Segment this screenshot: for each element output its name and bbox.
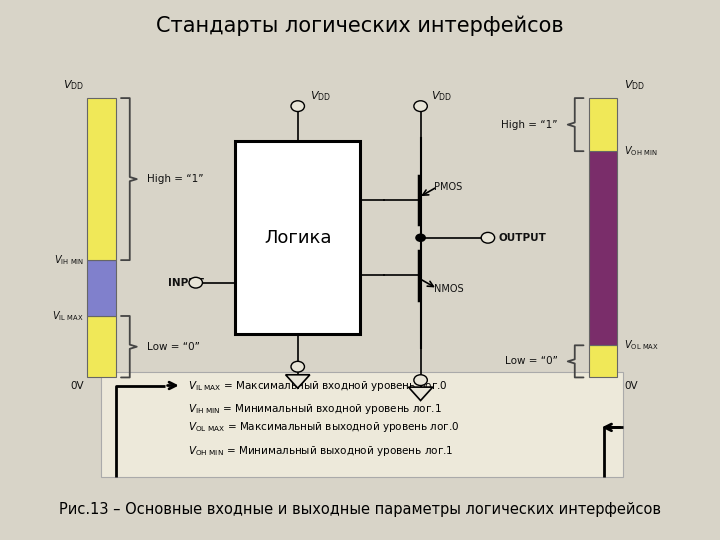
Bar (101, 372, 623, 477)
Text: $V_{\mathrm{OL\ MAX}}$: $V_{\mathrm{OL\ MAX}}$ (624, 339, 659, 352)
Text: High = “1”: High = “1” (147, 174, 203, 184)
Text: Стандарты логических интерфейсов: Стандарты логических интерфейсов (156, 15, 564, 36)
Bar (87, 260, 116, 316)
Circle shape (481, 232, 495, 243)
Text: Low = “0”: Low = “0” (505, 356, 558, 366)
Bar (589, 151, 617, 345)
Text: $V_{\mathrm{IL\ MAX}}$ = Максимальный входной уровень лог.0: $V_{\mathrm{IL\ MAX}}$ = Максимальный вх… (189, 379, 448, 393)
Polygon shape (286, 375, 310, 388)
Circle shape (414, 101, 428, 112)
Bar (87, 98, 116, 260)
Text: NMOS: NMOS (434, 284, 464, 294)
Text: PMOS: PMOS (434, 182, 462, 192)
Text: 0V: 0V (624, 381, 637, 390)
Circle shape (415, 233, 426, 242)
Text: $V_{\mathrm{OH\ MIN}}$: $V_{\mathrm{OH\ MIN}}$ (624, 144, 657, 158)
Bar (589, 98, 617, 151)
Circle shape (414, 375, 428, 386)
Bar (235, 141, 360, 334)
Text: OUTPUT: OUTPUT (498, 233, 546, 243)
Text: $V_{\mathrm{OH\ MIN}}$ = Минимальный выходной уровень лог.1: $V_{\mathrm{OH\ MIN}}$ = Минимальный вых… (189, 443, 454, 457)
Text: High = “1”: High = “1” (501, 120, 558, 130)
Circle shape (189, 278, 202, 288)
Text: $V_{\mathrm{OL\ MAX}}$ = Максимальный выходной уровень лог.0: $V_{\mathrm{OL\ MAX}}$ = Максимальный вы… (189, 421, 460, 434)
Bar (87, 316, 116, 377)
Bar (589, 345, 617, 377)
Text: Логика: Логика (264, 229, 331, 247)
Text: $V_{\mathrm{DD}}$: $V_{\mathrm{DD}}$ (431, 89, 452, 103)
Circle shape (291, 101, 305, 112)
Text: INPUT: INPUT (168, 278, 204, 288)
Circle shape (291, 361, 305, 372)
Text: $V_{\mathrm{IH\ MIN}}$ = Минимальный входной уровень лог.1: $V_{\mathrm{IH\ MIN}}$ = Минимальный вхо… (189, 402, 442, 416)
Text: $V_{\mathrm{DD}}$: $V_{\mathrm{DD}}$ (624, 78, 645, 92)
Text: Рис.13 – Основные входные и выходные параметры логических интерфейсов: Рис.13 – Основные входные и выходные пар… (59, 502, 661, 517)
Text: $V_{\mathrm{DD}}$: $V_{\mathrm{DD}}$ (63, 78, 84, 92)
Text: Low = “0”: Low = “0” (147, 342, 199, 352)
Text: $V_{\mathrm{DD}}$: $V_{\mathrm{DD}}$ (310, 90, 331, 103)
Text: $V_{\mathrm{IH\ MIN}}$: $V_{\mathrm{IH\ MIN}}$ (54, 253, 84, 267)
Polygon shape (408, 387, 433, 401)
Text: 0V: 0V (71, 381, 84, 390)
Text: $V_{\mathrm{IL\ MAX}}$: $V_{\mathrm{IL\ MAX}}$ (53, 309, 84, 323)
